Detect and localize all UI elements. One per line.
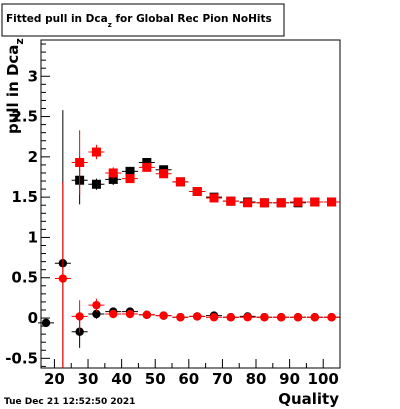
axis-ticks: 20 30 40 50 60 70 80 90 100 -0.5 0 0.5 1 1.5 2 2.5 3 xyxy=(5,43,341,388)
data-point xyxy=(175,177,185,187)
data-point xyxy=(243,313,252,322)
x-tick-label-30: 30 xyxy=(78,370,99,388)
data-point xyxy=(92,300,101,310)
data-point xyxy=(310,313,320,322)
data-point xyxy=(108,168,118,178)
y-tick-label-3: 3 xyxy=(28,67,38,85)
title-box xyxy=(1,3,285,37)
y-axis-title: pull in Dcaz xyxy=(4,38,26,134)
chart-title-suffix: for Global Rec Pion NoHits xyxy=(112,13,272,25)
data-point xyxy=(91,147,101,157)
data-point xyxy=(192,187,202,197)
x-tick-label-50: 50 xyxy=(145,370,166,388)
data-point xyxy=(226,196,236,206)
data-point xyxy=(259,198,269,208)
x-tick-label-100: 100 xyxy=(308,370,339,388)
x-tick-label-70: 70 xyxy=(212,370,233,388)
data-point xyxy=(92,309,101,319)
y-axis-title-main: pull in Dca xyxy=(4,45,22,134)
y-tick-label-1.5: 1.5 xyxy=(11,188,38,206)
data-point xyxy=(125,174,135,184)
data-point xyxy=(277,313,286,322)
timestamp: Tue Dec 21 12:52:50 2021 xyxy=(4,397,135,407)
x-axis-title: Quality xyxy=(278,390,339,408)
data-point xyxy=(209,193,219,203)
data-point xyxy=(41,318,51,328)
data-point xyxy=(243,198,253,208)
data-point xyxy=(108,174,118,184)
data-point xyxy=(293,197,303,207)
data-point xyxy=(176,313,185,322)
data-point xyxy=(91,179,101,189)
y-tick-label-1: 1 xyxy=(28,228,38,246)
x-tick-label-40: 40 xyxy=(111,370,132,388)
series-3 xyxy=(71,130,340,208)
data-point xyxy=(260,313,269,322)
data-point xyxy=(142,162,152,172)
data-point xyxy=(109,309,118,319)
chart-marks xyxy=(38,110,340,368)
x-tick-label-90: 90 xyxy=(279,370,300,388)
data-point xyxy=(125,309,135,319)
y-tick-label-2.5: 2.5 xyxy=(11,108,38,126)
series-1 xyxy=(54,181,340,368)
data-point xyxy=(125,166,135,176)
y-tick-label-0: 0 xyxy=(28,309,38,327)
x-tick-label-20: 20 xyxy=(44,370,65,388)
plot-frame xyxy=(40,39,341,369)
data-point xyxy=(159,311,168,320)
data-point xyxy=(58,274,68,283)
x-tick-label-80: 80 xyxy=(246,370,267,388)
chart-title: Fitted pull in Dcaz for Global Rec Pion … xyxy=(6,13,272,29)
data-point xyxy=(327,313,336,322)
y-tick-label-2: 2 xyxy=(28,148,38,166)
data-point xyxy=(327,197,337,207)
x-tick-label-60: 60 xyxy=(178,370,199,388)
data-point xyxy=(193,312,202,321)
chart-title-subscript: z xyxy=(108,21,112,29)
data-point xyxy=(75,157,85,167)
data-point xyxy=(310,197,320,207)
data-point xyxy=(159,169,169,179)
data-point xyxy=(226,313,236,322)
data-point xyxy=(276,198,286,208)
data-point xyxy=(293,313,303,322)
data-point xyxy=(209,313,219,322)
y-axis-title-subscript: z xyxy=(13,38,26,44)
data-point xyxy=(142,310,152,320)
chart-title-main: Fitted pull in Dca xyxy=(6,13,108,25)
data-point xyxy=(75,312,84,321)
y-tick-label--0.5: -0.5 xyxy=(5,349,38,367)
data-point xyxy=(142,157,152,167)
y-tick-label-0.5: 0.5 xyxy=(11,269,38,287)
series-0 xyxy=(38,110,340,368)
